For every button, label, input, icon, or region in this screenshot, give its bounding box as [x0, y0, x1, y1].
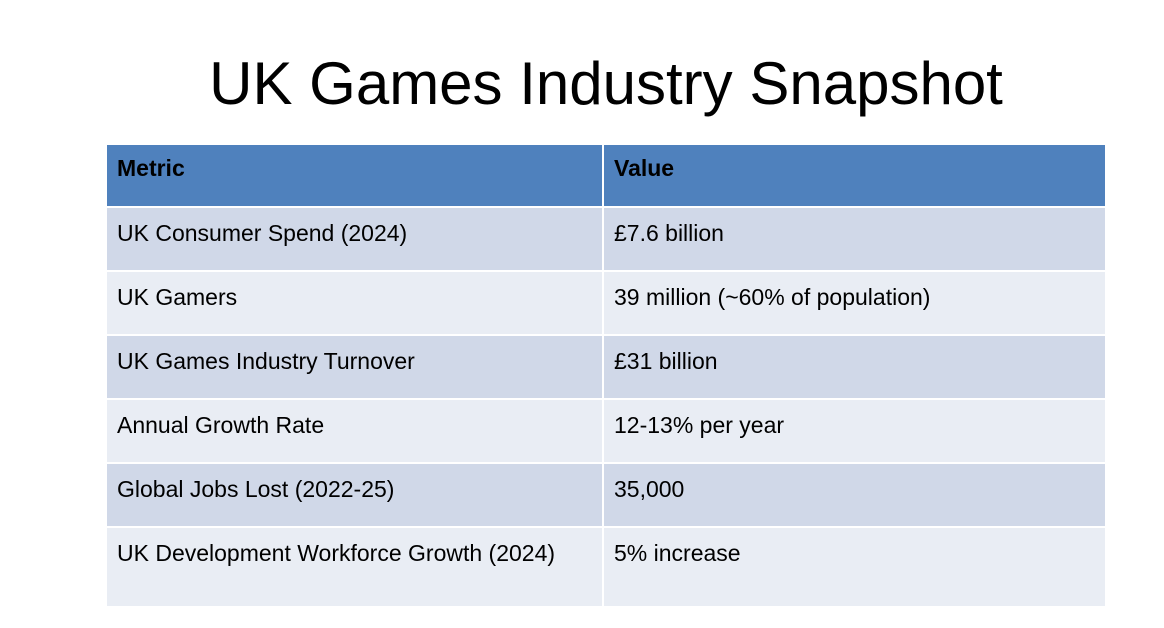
metric-cell: UK Development Workforce Growth (2024) — [107, 528, 604, 608]
table-row: Annual Growth Rate 12-13% per year — [107, 400, 1105, 464]
slide-title: UK Games Industry Snapshot — [209, 50, 1003, 117]
value-cell: 35,000 — [604, 464, 1105, 528]
table-row: UK Gamers 39 million (~60% of population… — [107, 272, 1105, 336]
value-cell: 39 million (~60% of population) — [604, 272, 1105, 336]
metric-cell: Global Jobs Lost (2022-25) — [107, 464, 604, 528]
table-row: Global Jobs Lost (2022-25) 35,000 — [107, 464, 1105, 528]
table-row: UK Games Industry Turnover £31 billion — [107, 336, 1105, 400]
value-cell: £31 billion — [604, 336, 1105, 400]
value-cell: 12-13% per year — [604, 400, 1105, 464]
metric-cell: Annual Growth Rate — [107, 400, 604, 464]
metric-cell: UK Consumer Spend (2024) — [107, 208, 604, 272]
value-cell: £7.6 billion — [604, 208, 1105, 272]
metrics-table: Metric Value UK Consumer Spend (2024) £7… — [107, 145, 1105, 608]
table-header-row: Metric Value — [107, 145, 1105, 208]
value-cell: 5% increase — [604, 528, 1105, 608]
table-row: UK Development Workforce Growth (2024) 5… — [107, 528, 1105, 608]
column-header-metric: Metric — [107, 145, 604, 208]
metric-cell: UK Gamers — [107, 272, 604, 336]
column-header-value: Value — [604, 145, 1105, 208]
table-row: UK Consumer Spend (2024) £7.6 billion — [107, 208, 1105, 272]
metric-cell: UK Games Industry Turnover — [107, 336, 604, 400]
